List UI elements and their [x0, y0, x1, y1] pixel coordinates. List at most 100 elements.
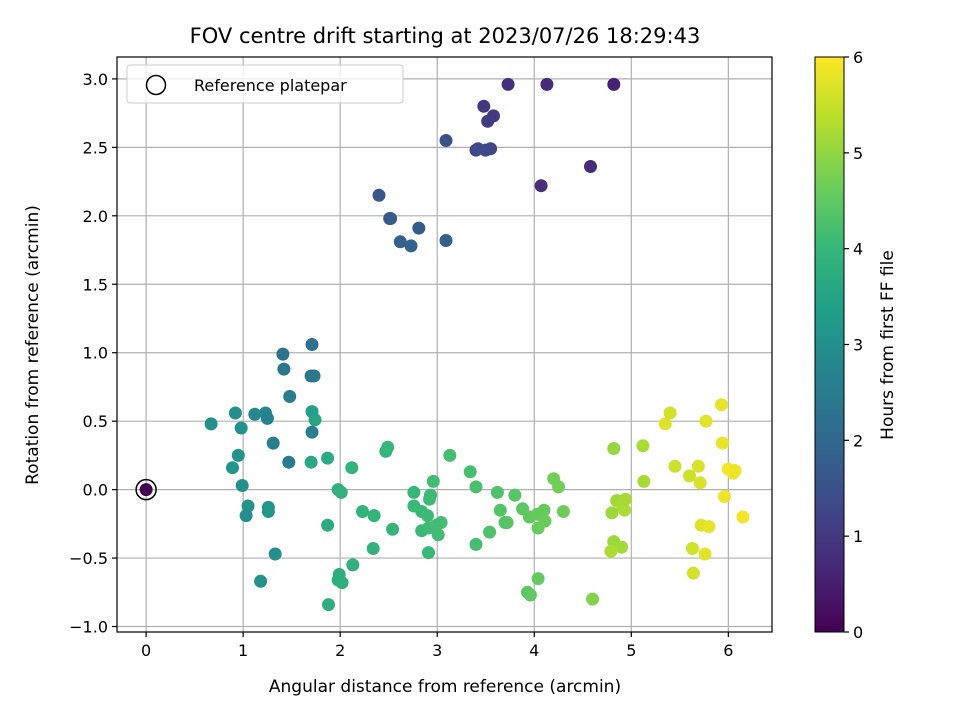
y-tick-label: 2.5: [83, 138, 108, 157]
x-tick-label: 1: [238, 641, 248, 660]
data-point: [604, 544, 618, 558]
data-point: [407, 485, 421, 499]
data-point: [484, 142, 498, 156]
y-tick-label: 3.0: [83, 70, 108, 89]
data-point: [531, 572, 545, 586]
data-point: [728, 464, 742, 477]
data-point: [619, 492, 632, 506]
y-axis-label: Rotation from reference (arcmin): [23, 205, 43, 485]
data-point: [508, 488, 522, 502]
data-point: [483, 525, 497, 539]
data-point: [693, 476, 707, 490]
chart-title: FOV centre drift starting at 2023/07/26 …: [190, 24, 701, 48]
data-point: [356, 505, 369, 518]
colorbar-tick-label: 2: [853, 431, 863, 450]
data-point: [471, 142, 485, 156]
data-point: [716, 436, 729, 450]
reference-point-fill: [139, 483, 153, 497]
data-point: [686, 566, 700, 580]
reference-point-ring: [135, 478, 157, 501]
data-point: [538, 514, 552, 528]
data-point: [699, 414, 713, 428]
data-point: [668, 459, 682, 473]
data-point: [308, 413, 322, 427]
data-point: [260, 411, 274, 425]
data-point: [204, 417, 218, 431]
data-point: [322, 598, 335, 612]
data-point: [386, 522, 400, 536]
data-point: [248, 407, 262, 421]
data-point: [305, 425, 319, 439]
data-point: [683, 469, 696, 483]
data-point: [231, 448, 245, 462]
data-point: [537, 503, 551, 517]
x-tick-label: 5: [626, 641, 636, 660]
data-point: [393, 235, 407, 249]
data-point: [404, 239, 418, 253]
data-point: [615, 540, 629, 554]
colorbar-scale: [814, 56, 845, 633]
colorbar-tick-label: 0: [853, 623, 863, 642]
data-point: [500, 516, 514, 529]
data-point: [335, 576, 349, 590]
data-point: [443, 448, 457, 462]
legend-entry-reference: Reference platepar: [194, 76, 347, 95]
data-point: [586, 592, 599, 606]
data-point: [334, 485, 348, 499]
data-point: [367, 509, 381, 523]
colorbar-ticks: 0 1 2 3 4 5 6: [844, 48, 863, 642]
x-tick-label: 3: [432, 641, 442, 660]
data-point: [276, 347, 290, 361]
data-point: [691, 459, 705, 473]
colorbar-tick-label: 1: [853, 527, 863, 546]
data-point: [426, 474, 440, 488]
data-point: [523, 588, 537, 602]
colorbar-tick-label: 5: [853, 144, 863, 163]
data-point: [266, 436, 280, 450]
data-point: [384, 212, 398, 225]
x-tick-label: 2: [335, 641, 345, 660]
data-point: [305, 338, 319, 351]
data-point: [268, 547, 282, 561]
grid: [117, 57, 772, 632]
data-point: [439, 134, 453, 147]
data-point: [501, 77, 515, 91]
data-point: [321, 451, 335, 465]
legend-box: [126, 64, 404, 104]
data-point: [556, 505, 570, 518]
data-point: [434, 516, 448, 529]
data-point: [469, 480, 483, 494]
y-tick-label: 0.0: [83, 481, 108, 500]
data-point: [366, 542, 380, 555]
x-axis-ticks: 0 1 2 3 4 5 6: [141, 632, 733, 660]
data-point: [283, 390, 297, 403]
data-point: [637, 474, 651, 488]
data-point: [534, 179, 548, 193]
data-point: [304, 455, 318, 469]
data-point: [493, 503, 507, 517]
data-point: [469, 537, 483, 551]
data-point: [422, 546, 435, 560]
data-point: [346, 558, 360, 572]
data-point: [254, 574, 268, 588]
colorbar-label: Hours from first FF file: [878, 250, 898, 440]
data-point: [431, 528, 445, 542]
data-point: [636, 439, 650, 453]
y-tick-label: 1.0: [83, 344, 108, 363]
data-point: [381, 440, 395, 454]
data-point: [540, 77, 554, 91]
data-point: [277, 362, 291, 376]
data-point: [228, 406, 242, 420]
colorbar-tick-label: 6: [853, 48, 863, 67]
data-point: [481, 114, 495, 128]
data-point: [477, 99, 491, 113]
data-point: [412, 221, 426, 235]
data-point: [698, 547, 712, 561]
data-point: [439, 234, 453, 247]
data-point: [607, 442, 621, 455]
data-point: [421, 509, 434, 523]
data-point: [607, 77, 621, 91]
data-point: [235, 479, 249, 492]
data-point: [490, 485, 504, 499]
data-point: [736, 510, 750, 524]
